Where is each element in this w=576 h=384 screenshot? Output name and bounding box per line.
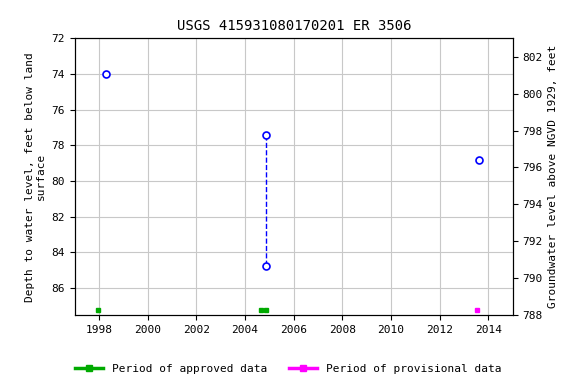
Y-axis label: Depth to water level, feet below land
surface: Depth to water level, feet below land su… [25, 52, 46, 301]
Title: USGS 415931080170201 ER 3506: USGS 415931080170201 ER 3506 [176, 19, 411, 33]
Y-axis label: Groundwater level above NGVD 1929, feet: Groundwater level above NGVD 1929, feet [548, 45, 558, 308]
Legend: Period of approved data, Period of provisional data: Period of approved data, Period of provi… [70, 359, 506, 379]
